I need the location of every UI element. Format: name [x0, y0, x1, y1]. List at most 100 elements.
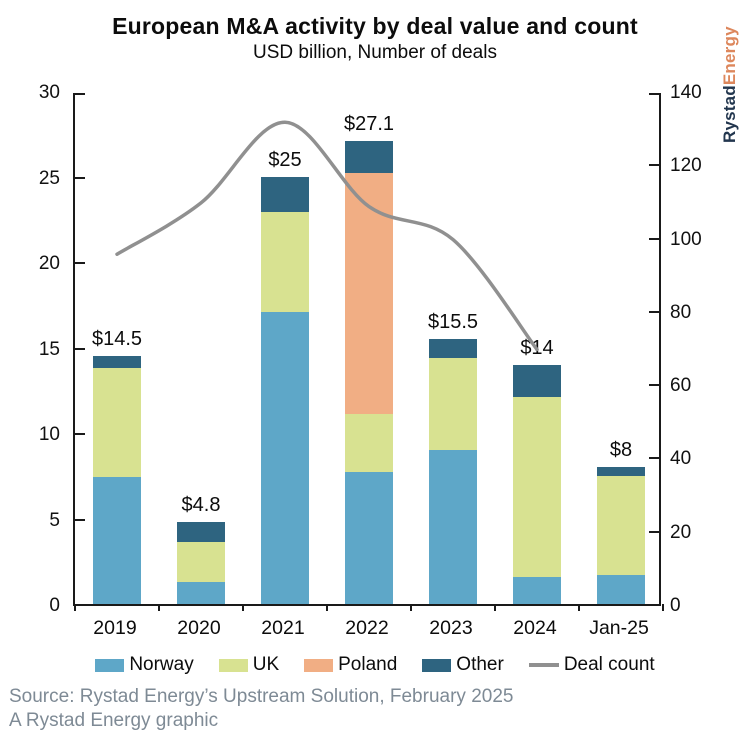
left-axis-tick — [75, 176, 85, 179]
legend-swatch-norway — [95, 658, 125, 672]
right-axis-tick-label: 60 — [670, 375, 692, 397]
legend-label-poland: Poland — [338, 654, 398, 675]
legend-item-deal-count: Deal count — [528, 654, 655, 676]
deal-count-path — [115, 120, 539, 352]
bar-total-label-2022: $27.1 — [343, 112, 395, 135]
left-axis-tick — [75, 262, 85, 264]
bar-segment-uk-2021 — [261, 212, 309, 312]
legend-label-other: Other — [456, 654, 504, 675]
source-note: Source: Rystad Energy’s Upstream Solutio… — [9, 685, 513, 732]
bar-segment-norway-2021 — [261, 311, 309, 604]
x-axis-label-2021: 2021 — [261, 617, 305, 639]
plot-area: $14.5 $4.8 $25 $27.1 $15.5 $14 $8 — [73, 93, 664, 611]
bar-segment-uk-2022 — [345, 414, 393, 473]
x-axis-tick — [662, 604, 664, 611]
right-axis-tick-label: 140 — [670, 82, 702, 103]
bar-segment-other-Jan-25 — [597, 467, 645, 476]
right-axis-tick — [649, 457, 659, 460]
left-axis-tick-label: 25 — [38, 167, 60, 189]
legend-line-swatch — [528, 663, 559, 667]
bar-segment-norway-2020 — [177, 581, 225, 604]
x-axis-label-2024: 2024 — [513, 617, 557, 639]
legend-label-uk: UK — [252, 654, 280, 675]
left-axis-tick-label: 5 — [49, 509, 60, 531]
bar-total-label-2021: $25 — [268, 148, 302, 171]
bar-segment-norway-2024 — [513, 576, 561, 604]
bar-segment-other-2022 — [345, 140, 393, 174]
right-axis-tick-label: 20 — [670, 521, 692, 543]
bar-segment-norway-Jan-25 — [597, 574, 645, 604]
bar-segment-other-2019 — [93, 356, 141, 369]
x-axis-label-Jan-25: Jan-25 — [589, 617, 649, 639]
bar-segment-uk-2023 — [429, 357, 477, 451]
legend-swatch-poland — [304, 658, 334, 672]
legend-label-norway: Norway — [129, 654, 194, 675]
bar-segment-other-2024 — [513, 364, 561, 398]
bar-segment-norway-2022 — [345, 472, 393, 604]
bar-segment-uk-2024 — [513, 397, 561, 577]
right-axis-tick — [649, 530, 659, 533]
chart-title: European M&A activity by deal value and … — [112, 13, 638, 39]
right-axis-tick-label: 100 — [670, 228, 702, 250]
legend-swatch-other — [422, 658, 452, 672]
x-axis-label-2020: 2020 — [177, 617, 221, 639]
x-axis-label-2019: 2019 — [93, 617, 137, 639]
legend-item-norway: Norway — [95, 654, 194, 676]
source-line-1: Source: Rystad Energy’s Upstream Solutio… — [9, 686, 514, 707]
bar-segment-other-2023 — [429, 338, 477, 358]
legend-item-poland: Poland — [304, 654, 397, 676]
bar-segment-other-2020 — [177, 521, 225, 543]
chart-subtitle: USD billion, Number of deals — [253, 42, 497, 63]
x-axis-tick — [410, 604, 412, 611]
x-axis-tick — [578, 604, 580, 611]
bar-segment-uk-2020 — [177, 542, 225, 582]
logo-energy: Energy — [720, 26, 739, 86]
x-axis-label-2023: 2023 — [429, 617, 473, 639]
left-axis-tick — [75, 347, 85, 350]
right-axis-tick — [649, 237, 659, 240]
bar-total-label-2023: $15.5 — [427, 310, 479, 333]
left-axis-tick-label: 10 — [38, 424, 60, 445]
legend-label-deal-count: Deal count — [563, 654, 655, 675]
left-axis-tick — [75, 93, 85, 95]
x-axis-tick — [494, 604, 496, 611]
x-axis-tick — [74, 604, 76, 611]
x-axis-tick — [242, 604, 244, 611]
logo-rystad: Rystad — [720, 85, 739, 143]
bar-total-label-2020: $4.8 — [181, 493, 221, 516]
left-axis-tick — [75, 604, 85, 606]
source-line-2: A Rystad Energy graphic — [9, 709, 219, 731]
x-axis-tick — [326, 604, 328, 611]
left-axis-tick — [75, 433, 85, 435]
right-axis-tick-label: 0 — [670, 595, 681, 616]
right-axis-tick — [649, 93, 659, 95]
deal-count-line — [115, 120, 539, 352]
left-axis-tick-label: 0 — [49, 595, 60, 616]
right-axis-tick-label: 80 — [670, 301, 692, 323]
bar-segment-uk-Jan-25 — [597, 475, 645, 575]
left-axis-tick-label: 30 — [38, 82, 60, 103]
right-axis-tick-label: 120 — [670, 155, 702, 177]
right-axis-tick — [649, 164, 659, 167]
left-axis-tick — [75, 518, 85, 521]
bar-segment-norway-2023 — [429, 450, 477, 604]
bar-total-label-Jan-25: $8 — [609, 439, 633, 462]
bar-segment-other-2021 — [261, 176, 309, 213]
right-axis-tick-label: 40 — [670, 448, 692, 470]
x-axis-tick — [158, 604, 160, 611]
legend: Norway UK Poland Other Deal count — [0, 654, 750, 676]
legend-swatch-uk — [218, 658, 248, 672]
legend-item-other: Other — [422, 654, 504, 676]
legend-item-uk: UK — [218, 654, 280, 676]
right-axis-tick — [649, 384, 659, 387]
right-axis-tick — [649, 310, 659, 313]
left-axis-tick-label: 15 — [38, 338, 60, 360]
rystad-energy-logo: RystadEnergy — [720, 26, 739, 143]
bar-total-label-2019: $14.5 — [91, 328, 143, 351]
x-axis-label-2022: 2022 — [345, 617, 389, 639]
bar-segment-norway-2019 — [93, 477, 141, 604]
bar-segment-uk-2019 — [93, 368, 141, 478]
right-axis-tick — [649, 604, 659, 606]
left-axis-tick-label: 20 — [38, 253, 60, 274]
